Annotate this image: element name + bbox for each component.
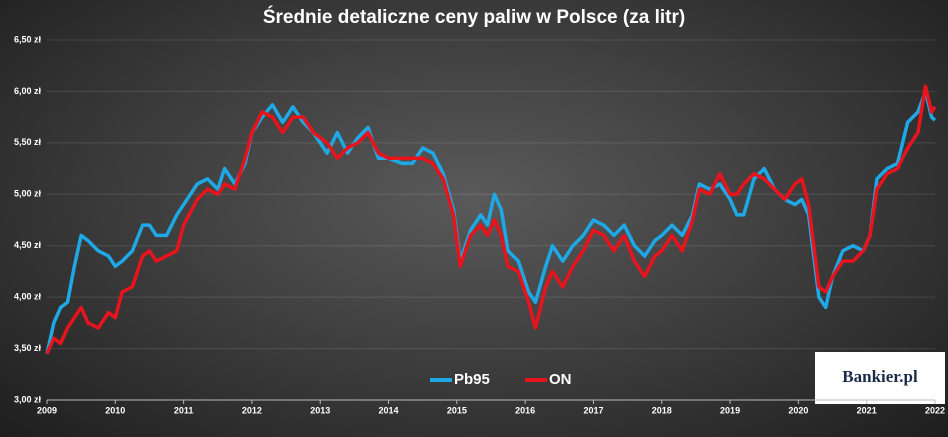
y-tick-label: 5,50 zł — [14, 137, 42, 147]
y-tick-label: 6,00 zł — [14, 86, 42, 96]
x-tick-label: 2015 — [447, 405, 467, 415]
x-tick-label: 2016 — [515, 405, 535, 415]
x-tick-label: 2009 — [37, 405, 57, 415]
y-tick-label: 6,50 zł — [14, 34, 42, 44]
legend-label: ON — [549, 371, 572, 388]
y-tick-label: 5,00 zł — [14, 189, 42, 199]
y-tick-label: 3,00 zł — [14, 394, 42, 404]
x-tick-label: 2012 — [242, 405, 262, 415]
x-tick-label: 2019 — [720, 405, 740, 415]
x-tick-label: 2021 — [857, 405, 877, 415]
line-series — [45, 84, 937, 355]
x-tick-label: 2020 — [788, 405, 808, 415]
x-tick-label: 2017 — [583, 405, 603, 415]
y-tick-label: 4,50 zł — [14, 240, 42, 250]
x-tick-label: 2011 — [174, 405, 194, 415]
x-tick-label: 2013 — [310, 405, 330, 415]
y-tick-label: 3,50 zł — [14, 343, 42, 353]
chart-title: Średnie detaliczne ceny paliw w Polsce (… — [263, 6, 685, 28]
x-tick-label: 2014 — [379, 405, 399, 415]
x-tick-label: 2010 — [105, 405, 125, 415]
x-tick-label: 2018 — [652, 405, 672, 415]
x-tick-label: 2022 — [925, 405, 945, 415]
legend-label: Pb95 — [454, 371, 490, 388]
logo: Bankier.pl — [842, 367, 918, 386]
line-series — [45, 89, 937, 355]
y-tick-label: 4,00 zł — [14, 292, 42, 302]
logo-box — [815, 352, 945, 404]
